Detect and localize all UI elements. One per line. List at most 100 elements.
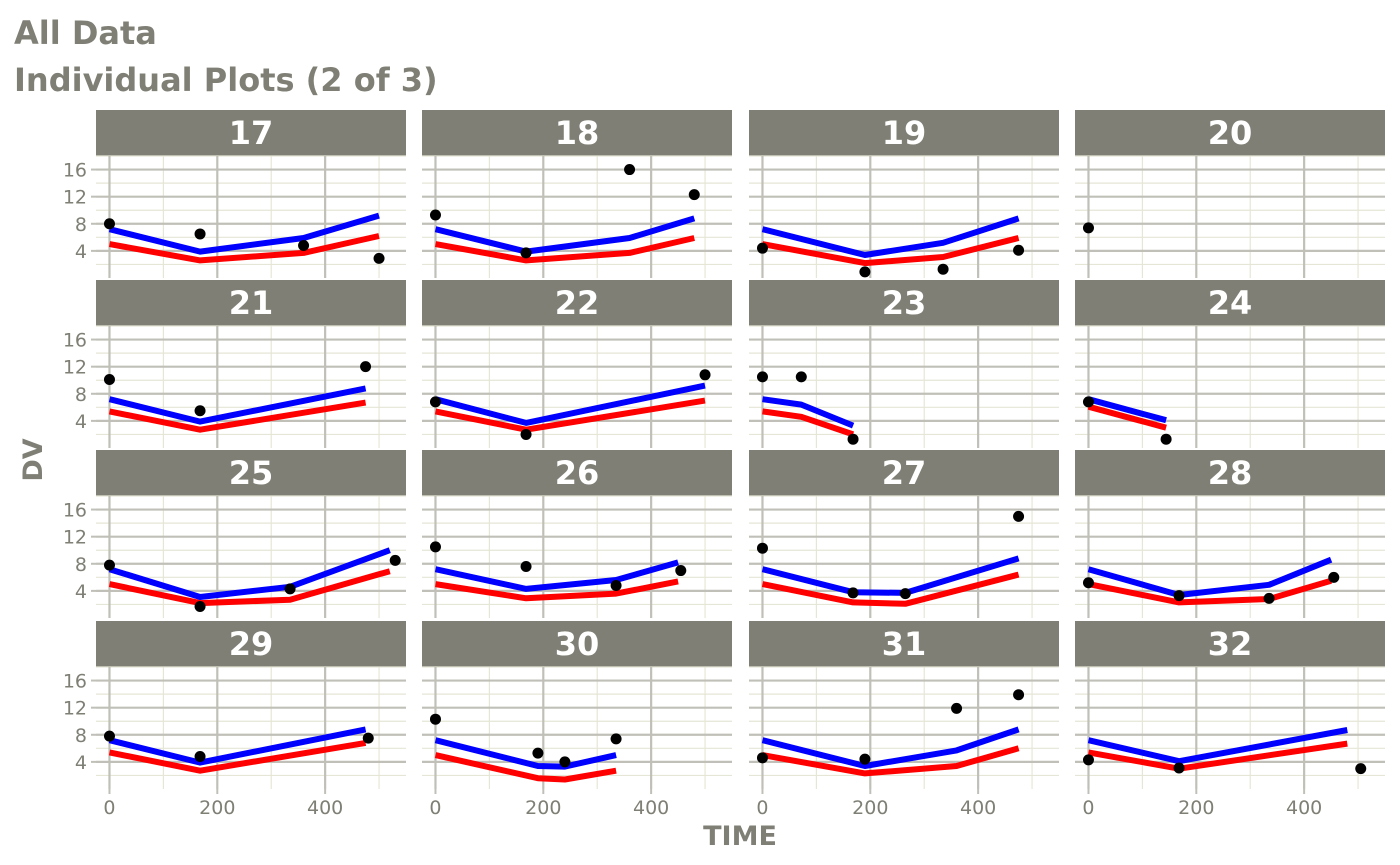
x-tick-label: 400	[307, 797, 343, 819]
panel-bg-23	[749, 326, 1059, 448]
obs-point-23	[847, 433, 859, 445]
obs-point-30	[429, 713, 441, 725]
obs-point-17	[194, 228, 206, 240]
y-tick-label: 8	[75, 725, 87, 747]
obs-point-19	[937, 263, 949, 275]
obs-point-27	[899, 588, 911, 600]
x-tick-label: 0	[756, 797, 768, 819]
panel-26: 26	[422, 450, 732, 618]
ipred-line-17	[108, 212, 380, 255]
x-tick-label: 0	[1082, 797, 1094, 819]
obs-point-26	[610, 579, 622, 591]
panel-17: 17 4 8 12 16	[63, 110, 406, 278]
y-axis-title: DV	[18, 438, 49, 481]
strip-label-28: 28	[1208, 454, 1253, 492]
strip-label-21: 21	[229, 284, 274, 322]
strip-30	[422, 621, 732, 667]
pred-line-18	[434, 235, 695, 264]
y-tick-label: 4	[75, 581, 87, 603]
x-tick-label: 200	[852, 797, 888, 819]
y-tick-label: 8	[75, 384, 87, 406]
y-tick-label: 12	[63, 527, 87, 549]
strip-24	[1075, 280, 1385, 326]
obs-point-25	[389, 554, 401, 566]
pred-line-31	[761, 745, 1020, 777]
strip-label-26: 26	[555, 454, 600, 492]
obs-point-30	[610, 733, 622, 745]
panel-28: 28	[1075, 450, 1385, 618]
ipred-line-18	[434, 215, 696, 255]
strip-label-25: 25	[229, 454, 274, 492]
pred-line-25	[108, 568, 391, 607]
obs-point-31	[859, 753, 871, 765]
obs-point-26	[520, 560, 532, 572]
strip-23	[749, 280, 1059, 326]
obs-point-31	[951, 702, 963, 714]
ipred-line-24	[1087, 396, 1167, 424]
y-tick-label: 4	[75, 411, 87, 433]
obs-point-27	[756, 542, 768, 554]
obs-point-26	[675, 565, 687, 577]
obs-point-32	[1082, 754, 1094, 766]
pred-line-17	[108, 233, 380, 264]
strip-label-20: 20	[1208, 114, 1253, 152]
strip-label-24: 24	[1208, 284, 1253, 322]
ipred-line-23	[762, 396, 855, 429]
obs-point-20	[1082, 222, 1094, 234]
obs-point-22	[429, 396, 441, 408]
x-tick-label: 400	[1286, 797, 1322, 819]
panel-20: 20	[1075, 110, 1385, 278]
strip-22	[422, 280, 732, 326]
panel-bg-21	[96, 326, 406, 448]
strip-label-22: 22	[555, 284, 600, 322]
ipred-line-28	[1087, 556, 1333, 598]
y-tick-label: 4	[75, 752, 87, 774]
strip-label-30: 30	[555, 625, 600, 663]
strip-21	[96, 280, 406, 326]
panel-bg-24	[1075, 326, 1385, 448]
x-tick-label: 0	[103, 797, 115, 819]
y-tick-label: 8	[75, 554, 87, 576]
obs-point-30	[532, 747, 544, 759]
pred-line-21	[108, 399, 367, 433]
panel-25: 25 4 8 12 16	[63, 450, 406, 618]
obs-point-25	[103, 559, 115, 571]
x-tick-label: 400	[633, 797, 669, 819]
panel-23: 23	[749, 280, 1059, 448]
obs-point-18	[520, 247, 532, 259]
panel-32: 32 0 200 400	[1075, 621, 1385, 819]
obs-point-25	[194, 600, 206, 612]
pred-line-23	[762, 408, 855, 438]
obs-point-18	[429, 209, 441, 221]
pred-line-19	[761, 235, 1020, 267]
pred-line-29	[108, 739, 367, 774]
obs-point-19	[1013, 244, 1025, 256]
x-axis-title: TIME	[703, 821, 777, 852]
ipred-line-25	[108, 547, 391, 600]
obs-point-23	[795, 371, 807, 383]
panel-22: 22	[422, 280, 732, 448]
obs-point-18	[624, 164, 636, 176]
panel-bg-27	[749, 496, 1059, 618]
strip-18	[422, 110, 732, 156]
obs-point-17	[103, 218, 115, 230]
obs-point-21	[194, 405, 206, 417]
strip-28	[1075, 450, 1385, 496]
obs-point-17	[298, 239, 310, 251]
panel-bg-26	[422, 496, 732, 618]
panel-31: 31 0 200 400	[749, 621, 1059, 819]
strip-label-27: 27	[882, 454, 927, 492]
ipred-line-30	[434, 737, 617, 770]
panel-bg-20	[1075, 156, 1385, 278]
panel-29: 29 4 8 12 16 0 200 400	[63, 621, 406, 819]
obs-point-21	[360, 361, 372, 373]
obs-point-22	[699, 369, 711, 381]
panel-27: 27	[749, 450, 1059, 618]
y-tick-label: 16	[63, 500, 87, 522]
obs-point-23	[756, 371, 768, 383]
obs-point-24	[1160, 433, 1172, 445]
strip-label-17: 17	[229, 114, 274, 152]
x-tick-label: 200	[199, 797, 235, 819]
obs-point-17	[373, 252, 385, 264]
strip-26	[422, 450, 732, 496]
